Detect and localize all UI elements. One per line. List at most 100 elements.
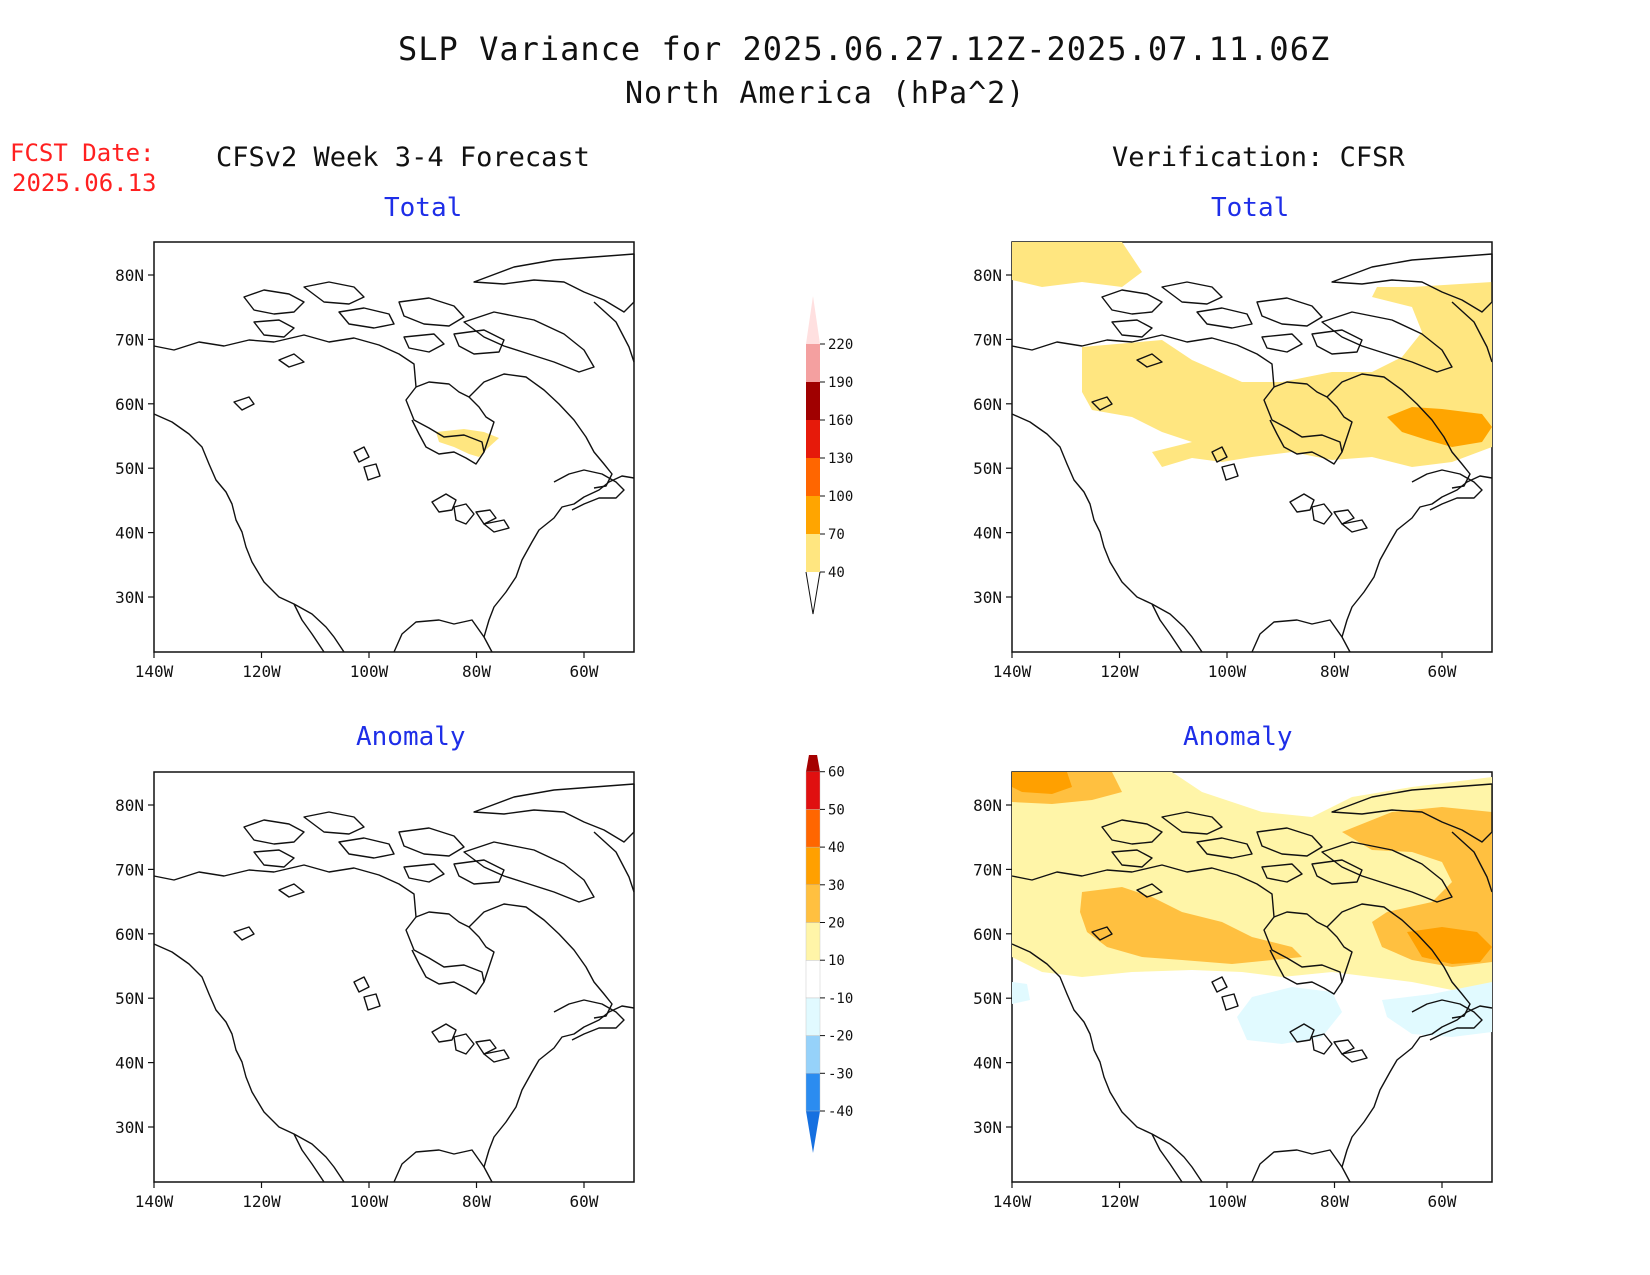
lat-label: 70N (973, 330, 1002, 349)
colorbar-total-label: 40 (828, 565, 845, 581)
panel-title-forecast-anomaly: Anomaly (356, 722, 466, 752)
main-title: SLP Variance for 2025.06.27.12Z-2025.07.… (398, 30, 1331, 68)
lat-label: 50N (115, 989, 144, 1008)
panel-title-forecast-total: Total (384, 193, 463, 223)
lon-label: 140W (135, 662, 174, 681)
colorbar-total: 40 70 100 130 160 190 220 (805, 296, 853, 615)
map-verification-total: 30N 40N 50N 60N 70N 80N 140W 120W 100W 80W 60W (973, 241, 1493, 681)
colorbar-anomaly-label: -30 (828, 1066, 853, 1082)
colorbar-anomaly-segment (805, 1035, 821, 1074)
lat-label: 50N (973, 989, 1002, 1008)
map-forecast-anomaly: 30N 40N 50N 60N 70N 80N 140W 120W 100W 80W 60W (115, 771, 635, 1211)
colorbar-anomaly: -40 -30 -20 -10 10 20 30 40 50 60 (805, 755, 853, 1153)
lat-label: 50N (973, 459, 1002, 478)
colorbar-anomaly-high-arrow (806, 755, 820, 772)
colorbar-total-segment (806, 496, 820, 534)
colorbar-anomaly-label: 40 (828, 840, 845, 856)
verification-total-shade-band (1082, 282, 1492, 467)
verification-anomaly-shade-negative-center (1237, 987, 1342, 1044)
lon-label: 60W (570, 662, 599, 681)
lat-labels-forecast-anomaly: 30N 40N 50N 60N 70N 80N (115, 796, 154, 1137)
verification-total-shade-core (1387, 407, 1492, 447)
verification-anomaly-shade-mid-west (1080, 887, 1302, 964)
colorbar-total-label: 70 (828, 527, 845, 543)
fcst-date-label: FCST Date: (10, 139, 155, 167)
lat-labels-forecast-total: 30N 40N 50N 60N 70N 80N (115, 266, 154, 607)
colorbar-anomaly-segment (805, 884, 821, 923)
lat-label: 70N (115, 330, 144, 349)
colorbar-anomaly-label: -20 (828, 1029, 853, 1045)
lat-label: 30N (115, 1118, 144, 1137)
lon-label: 120W (1100, 1192, 1139, 1211)
colorbar-total-label: 220 (828, 337, 853, 353)
lat-label: 30N (973, 1118, 1002, 1137)
colorbar-anomaly-label: 30 (828, 878, 845, 894)
colorbar-total-low-arrow (805, 571, 821, 615)
lon-label: 120W (242, 1192, 281, 1211)
lon-labels-verification-total: 140W 120W 100W 80W 60W (993, 652, 1457, 681)
fcst-date-value: 2025.06.13 (12, 169, 157, 197)
colorbar-total-label: 130 (828, 451, 853, 467)
lon-label: 80W (462, 1192, 491, 1211)
colorbar-anomaly-label: 20 (828, 916, 845, 932)
colorbar-total-segment (806, 458, 820, 496)
map-verification-anomaly: 30N 40N 50N 60N 70N 80N 140W 120W 100W 80W 60W (973, 771, 1493, 1211)
colorbar-anomaly-segment (805, 846, 821, 885)
lat-labels-verification-anomaly: 30N 40N 50N 60N 70N 80N (973, 796, 1012, 1137)
lat-label: 70N (973, 860, 1002, 879)
panel-title-verification-anomaly: Anomaly (1183, 722, 1293, 752)
lat-label: 70N (115, 860, 144, 879)
lat-label: 40N (115, 1054, 144, 1073)
verification-anomaly-shade-negative-east (1382, 982, 1492, 1037)
lat-label: 40N (115, 524, 144, 543)
lat-label: 30N (115, 588, 144, 607)
lat-label: 60N (973, 925, 1002, 944)
lon-labels-forecast-anomaly: 140W 120W 100W 80W 60W (135, 1182, 599, 1211)
colorbar-total-segment (806, 534, 820, 572)
colorbar-anomaly-segment (805, 922, 821, 961)
colorbar-total-label: 100 (828, 489, 853, 505)
lon-label: 120W (242, 662, 281, 681)
colorbar-anomaly-segment (805, 809, 821, 848)
colorbar-anomaly-label: 50 (828, 802, 845, 818)
lon-labels-verification-anomaly: 140W 120W 100W 80W 60W (993, 1182, 1457, 1211)
verification-anomaly-shade-strong-north (1012, 772, 1072, 794)
lon-label: 80W (1320, 662, 1349, 681)
lat-label: 60N (973, 395, 1002, 414)
lat-label: 40N (973, 524, 1002, 543)
colorbar-total-label: 160 (828, 413, 853, 429)
lat-label: 80N (115, 796, 144, 815)
verification-column-title: Verification: CFSR (1112, 142, 1405, 173)
colorbar-total-segment (806, 344, 820, 382)
panel-title-verification-total: Total (1211, 193, 1290, 223)
lon-label: 60W (570, 1192, 599, 1211)
map-forecast-total: 30N 40N 50N 60N 70N 80N 140W 120W 100W 80W 60W (115, 241, 635, 681)
forecast-column-title: CFSv2 Week 3-4 Forecast (216, 142, 590, 173)
main-subtitle: North America (hPa^2) (625, 76, 1026, 111)
colorbar-total-segments: 40 70 100 130 160 190 220 (805, 296, 853, 615)
lon-label: 100W (1208, 1192, 1247, 1211)
lat-label: 60N (115, 925, 144, 944)
colorbar-anomaly-label: 60 (828, 765, 845, 781)
lon-label: 100W (350, 1192, 389, 1211)
colorbar-anomaly-label: 10 (828, 953, 845, 969)
colorbar-anomaly-segments: -40 -30 -20 -10 10 20 30 40 50 60 (805, 755, 853, 1153)
lon-label: 140W (993, 1192, 1032, 1211)
verification-anomaly-shade-strong-east (1407, 927, 1492, 964)
colorbar-anomaly-segment (805, 997, 821, 1036)
lat-label: 30N (973, 588, 1002, 607)
lat-labels-verification-total: 30N 40N 50N 60N 70N 80N (973, 266, 1012, 607)
lon-label: 80W (1320, 1192, 1349, 1211)
lon-label: 100W (1208, 662, 1247, 681)
lon-labels-forecast-total: 140W 120W 100W 80W 60W (135, 652, 599, 681)
colorbar-total-segment (806, 382, 820, 420)
lon-label: 120W (1100, 662, 1139, 681)
lon-label: 80W (462, 662, 491, 681)
colorbar-anomaly-label: -40 (828, 1104, 853, 1120)
lat-label: 50N (115, 459, 144, 478)
colorbar-anomaly-segment (805, 771, 821, 810)
lon-label: 140W (993, 662, 1032, 681)
lon-label: 100W (350, 662, 389, 681)
colorbar-total-segment (806, 420, 820, 458)
verification-anomaly-shade-negative-west (1012, 982, 1030, 1004)
